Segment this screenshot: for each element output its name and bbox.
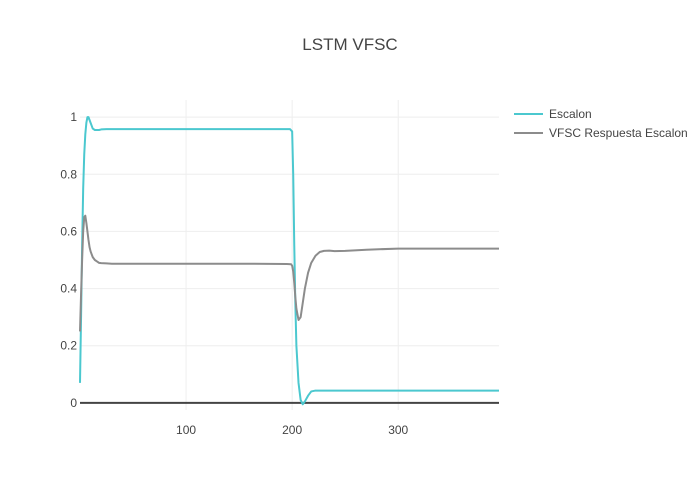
legend-label: VFSC Respuesta Escalon — [549, 126, 688, 140]
y-tick-label: 0.4 — [60, 282, 77, 296]
y-tick-label: 0.6 — [60, 224, 77, 238]
y-tick-label: 0.8 — [60, 167, 77, 181]
y-tick-label: 1 — [70, 110, 77, 124]
series-layer — [79, 116, 499, 406]
legend[interactable]: Escalon VFSC Respuesta Escalon — [514, 107, 688, 140]
series-line-escalon — [79, 116, 499, 406]
x-tick-label: 100 — [176, 423, 196, 437]
grid-lines — [80, 100, 499, 410]
y-tick-label: 0 — [70, 396, 77, 410]
legend-item[interactable]: Escalon — [514, 107, 592, 121]
axes: 0 0.2 0.4 0.6 0.8 1 100 200 300 — [60, 110, 499, 437]
legend-item[interactable]: VFSC Respuesta Escalon — [514, 126, 688, 140]
chart-title: LSTM VFSC — [302, 35, 397, 54]
series-line-vfsc-respuesta-escalon — [79, 214, 499, 332]
legend-label: Escalon — [549, 107, 592, 121]
x-tick-label: 300 — [388, 423, 408, 437]
y-tick-label: 0.2 — [60, 339, 77, 353]
x-tick-label: 200 — [282, 423, 302, 437]
